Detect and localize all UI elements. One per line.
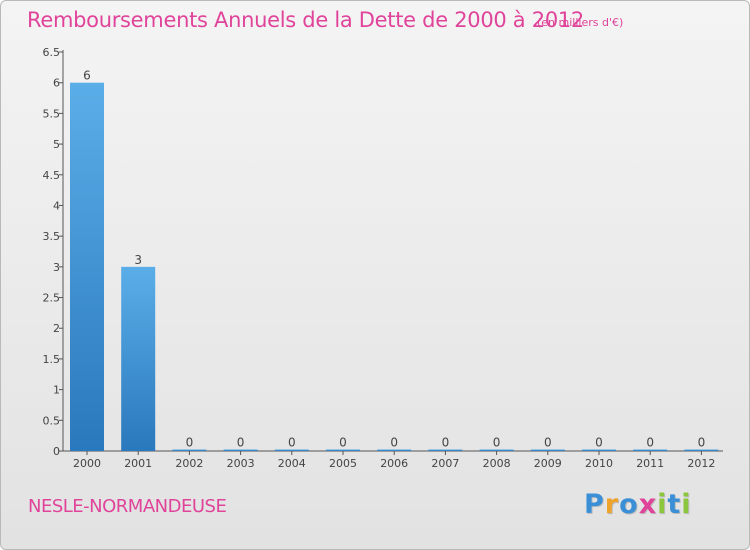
data-label: 0 [544, 436, 552, 450]
chart-title: Remboursements Annuels de la Dette de 20… [27, 8, 584, 32]
y-tick-label: 2.5 [43, 292, 61, 305]
y-tick-label: 1.5 [43, 353, 61, 366]
data-label: 0 [186, 436, 194, 450]
data-label: 0 [237, 436, 245, 450]
x-tick-label: 2002 [175, 457, 203, 470]
x-tick-label: 2007 [431, 457, 459, 470]
logo-letter: t [667, 489, 682, 520]
x-tick-label: 2003 [227, 457, 255, 470]
x-tick-label: 2005 [329, 457, 357, 470]
data-label: 0 [288, 436, 296, 450]
x-tick-label: 2011 [636, 457, 664, 470]
data-label: 3 [134, 253, 142, 267]
y-tick-label: 4.5 [43, 169, 61, 182]
logo-letter: i [657, 489, 668, 520]
commune-name: NESLE-NORMANDEUSE [28, 496, 227, 517]
chart-bars [70, 82, 719, 451]
y-tick-label: 3 [53, 261, 60, 274]
bar [326, 449, 360, 451]
logo-letter: x [638, 489, 658, 520]
bar [633, 449, 668, 451]
y-tick-label: 1 [53, 384, 60, 397]
data-label: 0 [442, 436, 450, 450]
bar [530, 449, 565, 451]
y-tick-label: 2 [53, 322, 60, 335]
y-tick-label: 6 [53, 77, 60, 90]
x-tick-label: 2010 [585, 457, 613, 470]
data-label: 6 [83, 69, 91, 83]
logo-letter: r [604, 489, 620, 520]
bar [377, 449, 412, 451]
x-tick-label: 2009 [534, 457, 562, 470]
data-label: 0 [339, 436, 347, 450]
data-label: 0 [493, 436, 501, 450]
chart-axes: 0 0.5 1 1.5 2 2.5 3 3.5 4 4.5 5 5.5 6 6.5 [43, 46, 723, 458]
bar [684, 449, 719, 451]
chart-subtitle: (en milliers d'€) [537, 16, 624, 29]
bar [70, 82, 104, 451]
data-label: 0 [390, 436, 398, 450]
x-tick-label: 2006 [380, 457, 408, 470]
y-tick-label: 3.5 [43, 230, 61, 243]
x-tick-label: 2008 [483, 457, 511, 470]
bar [582, 449, 616, 451]
x-tick-label: 2001 [124, 457, 152, 470]
bar [223, 449, 258, 451]
bar [274, 449, 309, 451]
data-label: 0 [595, 436, 603, 450]
y-tick-label: 0.5 [43, 414, 61, 427]
chart-labels: 2000 6 2001 3 2002 0 2003 0 2004 0 2005 0 2006 0 2007 0… [73, 69, 715, 470]
y-tick-label: 5.5 [43, 107, 61, 120]
logo-letter: o [619, 489, 639, 520]
x-tick-label: 2004 [278, 457, 306, 470]
proxiti-logo: Proxiti [584, 489, 692, 520]
bar [428, 449, 463, 451]
logo-letter: P [584, 489, 605, 520]
data-label: 0 [646, 436, 654, 450]
bar [121, 266, 156, 451]
bar [172, 449, 207, 451]
x-tick-label: 2000 [73, 457, 101, 470]
bar [479, 449, 514, 451]
y-tick-label: 4 [53, 199, 60, 212]
y-tick-label: 5 [53, 138, 60, 151]
logo-letter: i [681, 489, 692, 520]
y-tick-label: 6.5 [43, 46, 61, 59]
data-label: 0 [698, 436, 706, 450]
y-tick-label: 0 [53, 445, 60, 458]
x-tick-label: 2012 [687, 457, 715, 470]
